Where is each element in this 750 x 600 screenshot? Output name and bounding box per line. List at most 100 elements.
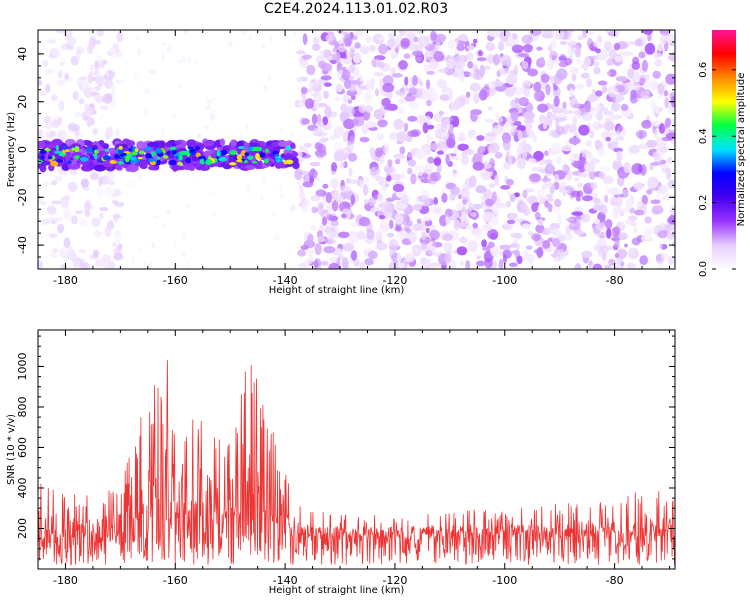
heatmap-cell bbox=[472, 203, 482, 210]
heatmap-cell bbox=[144, 86, 150, 96]
heatmap-cell bbox=[545, 226, 557, 235]
heatmap-cell bbox=[572, 153, 581, 159]
heatmap-cell bbox=[638, 51, 646, 59]
heatmap-cell bbox=[596, 111, 603, 122]
heatmap-cell bbox=[453, 99, 463, 109]
heatmap-cell bbox=[329, 257, 339, 264]
heatmap-cell bbox=[348, 179, 359, 184]
heatmap-cell bbox=[592, 218, 601, 225]
heatmap-cell bbox=[607, 85, 618, 98]
heatmap-cell bbox=[57, 216, 63, 222]
heatmap-cell bbox=[316, 236, 326, 243]
heatmap-cell bbox=[378, 36, 386, 41]
heatmap-cell bbox=[386, 232, 395, 238]
heatmap-cell bbox=[592, 263, 603, 269]
heatmap-cell bbox=[84, 209, 91, 218]
heatmap-cell bbox=[562, 101, 567, 110]
heatmap-cell bbox=[442, 131, 450, 139]
heatmap-cell bbox=[91, 217, 101, 228]
heatmap-cell bbox=[306, 233, 314, 243]
heatmap-cell bbox=[623, 161, 631, 174]
heatmap-xtick-label: -80 bbox=[606, 274, 624, 287]
heatmap-cell bbox=[156, 155, 161, 161]
heatmap-cell bbox=[640, 90, 651, 100]
snr-ytick-label: 800 bbox=[16, 396, 29, 417]
heatmap-cell bbox=[375, 230, 383, 242]
heatmap-cell bbox=[72, 90, 79, 101]
heatmap-cell bbox=[606, 227, 612, 239]
heatmap-cell bbox=[593, 66, 601, 75]
heatmap-cell bbox=[96, 55, 103, 65]
heatmap-cell bbox=[58, 153, 67, 157]
heatmap-cell bbox=[492, 124, 504, 137]
heatmap-cell bbox=[300, 245, 309, 251]
heatmap-cell bbox=[56, 30, 64, 34]
heatmap-cell bbox=[341, 213, 347, 219]
heatmap-cell bbox=[148, 165, 160, 171]
heatmap-cell bbox=[581, 195, 593, 202]
heatmap-cell bbox=[536, 46, 543, 51]
heatmap-cell bbox=[487, 229, 499, 240]
heatmap-cell bbox=[272, 210, 277, 218]
heatmap-cell bbox=[94, 95, 105, 103]
heatmap-cell bbox=[606, 71, 611, 76]
heatmap-cell bbox=[599, 260, 610, 266]
heatmap-cell bbox=[652, 70, 661, 79]
heatmap-cell bbox=[168, 159, 177, 166]
heatmap-cell bbox=[484, 118, 493, 123]
heatmap-cell bbox=[260, 193, 264, 202]
heatmap-cell bbox=[407, 167, 413, 175]
heatmap-cell bbox=[110, 160, 116, 164]
colorbar bbox=[712, 30, 736, 269]
heatmap-cell bbox=[88, 162, 95, 170]
heatmap-cell bbox=[542, 30, 554, 39]
heatmap-cell bbox=[657, 184, 669, 195]
heatmap-cell bbox=[144, 146, 152, 151]
heatmap-cell bbox=[137, 48, 142, 56]
heatmap-cell bbox=[470, 129, 476, 135]
heatmap-cell bbox=[47, 155, 53, 160]
heatmap-cell bbox=[456, 221, 465, 228]
heatmap-cell bbox=[113, 252, 124, 261]
heatmap-cell bbox=[489, 87, 496, 97]
heatmap-cell bbox=[304, 259, 313, 264]
heatmap-cell bbox=[292, 161, 300, 170]
heatmap-cell bbox=[443, 242, 453, 253]
heatmap-cell bbox=[581, 112, 593, 122]
heatmap-cell bbox=[608, 69, 617, 78]
heatmap-cell bbox=[130, 182, 136, 187]
heatmap-cell bbox=[586, 94, 598, 103]
heatmap-cell bbox=[161, 42, 166, 47]
heatmap-cell bbox=[377, 176, 388, 186]
heatmap-cell bbox=[433, 113, 444, 122]
heatmap-cell bbox=[563, 233, 574, 241]
heatmap-cell bbox=[553, 173, 560, 183]
heatmap-cell bbox=[393, 118, 405, 130]
heatmap-cell bbox=[60, 196, 70, 208]
heatmap-cell bbox=[633, 182, 644, 191]
heatmap-ytick-label: -40 bbox=[16, 236, 29, 254]
heatmap-cell bbox=[598, 147, 605, 157]
heatmap-cell bbox=[522, 44, 534, 50]
heatmap-cell bbox=[138, 150, 145, 155]
heatmap-cell bbox=[427, 156, 435, 164]
heatmap-cell bbox=[658, 94, 663, 100]
heatmap-cell bbox=[521, 139, 528, 151]
heatmap-cell bbox=[336, 84, 343, 93]
heatmap-cell bbox=[205, 104, 211, 111]
snr-xlabel: Height of straight line (km) bbox=[269, 585, 405, 596]
heatmap-cell bbox=[322, 183, 329, 189]
heatmap-cell bbox=[596, 51, 608, 61]
heatmap-cell bbox=[551, 112, 557, 121]
heatmap-cell bbox=[518, 96, 529, 107]
heatmap-cell bbox=[395, 202, 408, 209]
heatmap-cell bbox=[229, 149, 237, 156]
heatmap-cell bbox=[470, 212, 477, 218]
heatmap-cell bbox=[505, 200, 512, 208]
heatmap-cell bbox=[343, 33, 352, 45]
heatmap-cell bbox=[665, 73, 675, 85]
heatmap-cell bbox=[318, 204, 324, 210]
heatmap-cell bbox=[125, 140, 136, 147]
heatmap-cell bbox=[476, 255, 481, 260]
heatmap-cell bbox=[572, 116, 578, 126]
